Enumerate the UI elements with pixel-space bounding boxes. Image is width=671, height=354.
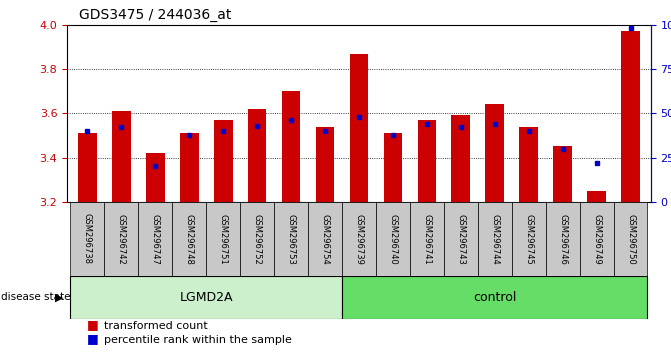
Bar [554,147,572,202]
Bar [146,153,164,202]
Bar [384,133,402,202]
Text: GSM296743: GSM296743 [456,213,465,264]
Text: ■: ■ [87,318,99,331]
Bar [316,127,334,202]
Bar [112,111,131,202]
Bar [206,202,240,276]
Text: percentile rank within the sample: percentile rank within the sample [104,335,292,345]
Bar [138,202,172,276]
Text: GDS3475 / 244036_at: GDS3475 / 244036_at [79,8,231,22]
Text: GSM296751: GSM296751 [219,213,227,264]
Bar [519,127,538,202]
Text: GSM296747: GSM296747 [151,213,160,264]
Bar [180,133,199,202]
Bar [248,109,266,202]
Bar [621,32,640,202]
Text: GSM296754: GSM296754 [321,213,329,264]
Bar [70,202,105,276]
Bar [78,133,97,202]
Bar [240,202,274,276]
Text: GSM296752: GSM296752 [253,213,262,264]
Text: GSM296753: GSM296753 [287,213,296,264]
Bar [444,202,478,276]
Bar [417,120,436,202]
Text: GSM296741: GSM296741 [422,213,431,264]
Bar [410,202,444,276]
Bar [587,191,606,202]
Text: control: control [473,291,517,304]
Text: GSM296749: GSM296749 [592,213,601,264]
Bar [214,120,233,202]
Bar [308,202,342,276]
Text: GSM296746: GSM296746 [558,213,567,264]
Bar [613,202,648,276]
Text: GSM296738: GSM296738 [83,213,92,264]
Text: GSM296750: GSM296750 [626,213,635,264]
Bar [342,276,648,319]
Bar [580,202,613,276]
Bar [105,202,138,276]
Bar [274,202,308,276]
Bar [342,202,376,276]
Text: GSM296745: GSM296745 [524,213,533,264]
Bar [70,276,342,319]
Text: GSM296742: GSM296742 [117,213,126,264]
Bar [172,202,206,276]
Bar [282,91,301,202]
Text: LGMD2A: LGMD2A [180,291,233,304]
Text: GSM296744: GSM296744 [491,213,499,264]
Text: transformed count: transformed count [104,321,208,331]
Text: ■: ■ [87,332,99,345]
Bar [452,115,470,202]
Text: ▶: ▶ [54,292,63,302]
Text: disease state: disease state [1,292,70,302]
Bar [485,104,504,202]
Bar [478,202,512,276]
Bar [350,53,368,202]
Bar [512,202,546,276]
Text: GSM296748: GSM296748 [185,213,194,264]
Bar [376,202,410,276]
Text: GSM296739: GSM296739 [354,213,364,264]
Bar [546,202,580,276]
Text: GSM296740: GSM296740 [389,213,397,264]
